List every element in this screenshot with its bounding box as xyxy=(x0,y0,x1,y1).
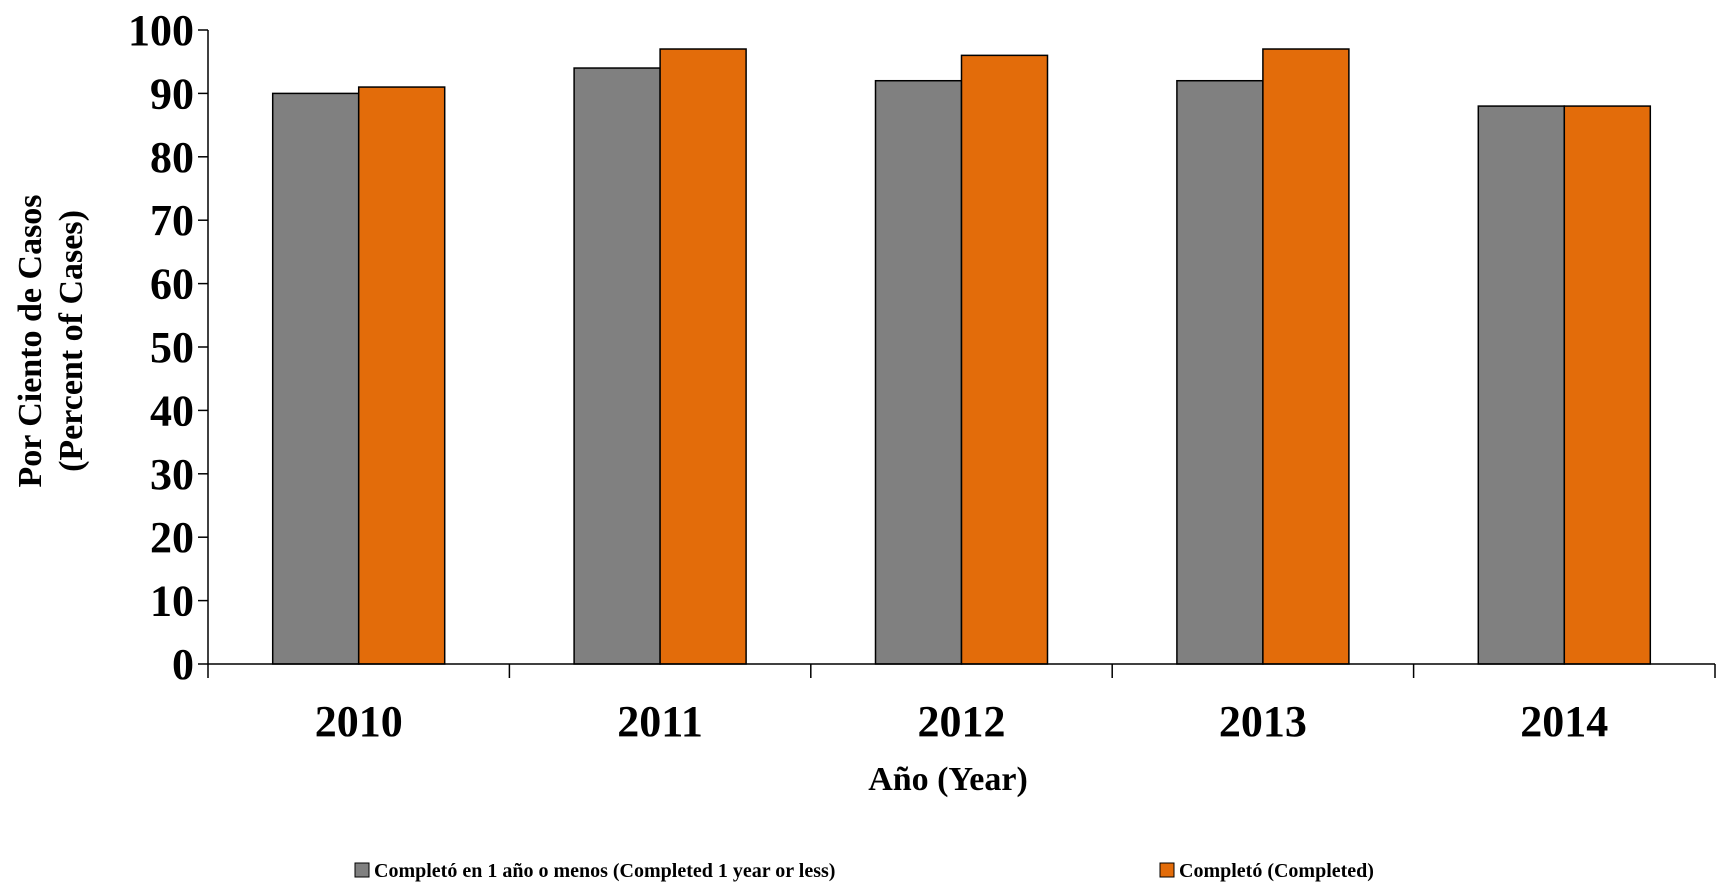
y-tick-label: 100 xyxy=(128,6,194,55)
y-axis-title-line-2: (Percent of Cases) xyxy=(53,210,90,472)
axes xyxy=(207,30,1715,665)
y-tick-label: 30 xyxy=(150,450,194,499)
x-axis-title: Año (Year) xyxy=(868,761,1028,798)
bar-2010-series-1 xyxy=(271,92,360,665)
bar-2013-series-1 xyxy=(1176,79,1264,665)
y-tick-label: 20 xyxy=(150,513,194,562)
legend-swatch-series-1 xyxy=(354,862,370,878)
bar-2014-series-1 xyxy=(1477,105,1566,665)
y-axis-ticks: 0 10 20 30 40 50 60 70 80 90 100 xyxy=(128,6,208,689)
y-tick-label: 70 xyxy=(150,196,194,245)
bar-2014-series-2 xyxy=(1563,105,1652,665)
x-tick-label: 2011 xyxy=(617,697,703,746)
x-tick-label: 2014 xyxy=(1520,697,1608,746)
bar-2011-series-2 xyxy=(659,48,747,665)
x-tick-label: 2010 xyxy=(315,697,403,746)
y-axis-title-line-1: Por Ciento de Casos xyxy=(12,194,49,487)
bar-2012-series-1 xyxy=(874,79,963,665)
legend: Completó en 1 año o menos (Completed 1 y… xyxy=(354,860,1374,882)
y-tick-label: 10 xyxy=(150,577,194,626)
bars xyxy=(271,48,1652,665)
y-tick-label: 40 xyxy=(150,386,194,435)
x-axis-ticks: 2010 2011 2012 2013 2014 xyxy=(207,664,1716,746)
legend-swatch-series-2 xyxy=(1159,862,1175,878)
bar-2010-series-2 xyxy=(357,86,446,665)
bar-2011-series-1 xyxy=(573,67,661,665)
x-tick-label: 2013 xyxy=(1219,697,1307,746)
y-tick-label: 60 xyxy=(150,260,194,309)
bar-2013-series-2 xyxy=(1262,48,1350,665)
y-tick-label: 80 xyxy=(150,133,194,182)
legend-label-series-2: Completó (Completed) xyxy=(1179,860,1374,882)
y-axis-title: Por Ciento de Casos (Percent of Cases) xyxy=(12,194,90,487)
legend-label-series-1: Completó en 1 año o menos (Completed 1 y… xyxy=(374,860,835,882)
x-tick-label: 2012 xyxy=(918,697,1006,746)
y-tick-label: 50 xyxy=(150,323,194,372)
y-tick-label: 0 xyxy=(172,640,194,689)
y-tick-label: 90 xyxy=(150,69,194,118)
bar-2012-series-2 xyxy=(960,54,1049,665)
